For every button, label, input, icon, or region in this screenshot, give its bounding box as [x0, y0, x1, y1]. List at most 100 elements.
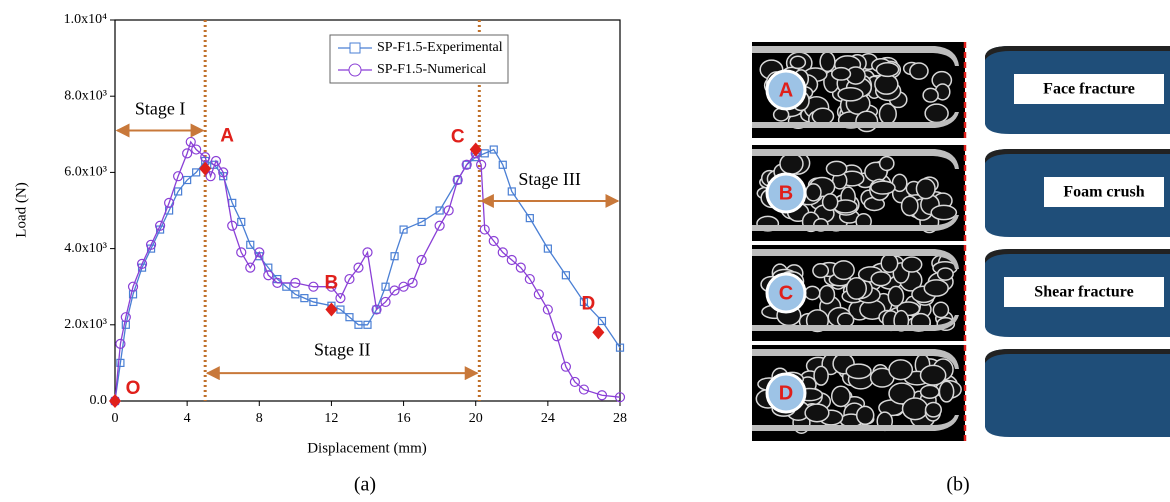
caption: (a): [354, 474, 376, 496]
foam-cell: [813, 365, 829, 386]
foam-cell: [832, 260, 855, 281]
foam-cell: [845, 276, 868, 300]
foam-cell: [825, 160, 848, 177]
x-axis-label: Displacement (mm): [307, 440, 427, 456]
data-point: [115, 338, 126, 349]
model-skin: [985, 349, 1170, 363]
y-axis-label: Load (N): [13, 182, 29, 237]
foam-cell: [936, 267, 954, 281]
data-point: [326, 281, 337, 292]
data-point: [205, 171, 216, 182]
data-point: [497, 247, 508, 258]
legend-marker: [348, 63, 362, 77]
key-point: [199, 161, 212, 176]
model-skin: [985, 46, 1170, 60]
foam-cell: [924, 401, 942, 418]
foam-cell: [836, 312, 855, 328]
data-point: [191, 144, 202, 155]
data-point: [154, 220, 166, 231]
foam-cell: [830, 385, 851, 408]
data-point: [480, 149, 489, 158]
stage-label: Stage I: [135, 99, 185, 119]
foam-cell: [837, 87, 864, 102]
face-sheet: [752, 415, 959, 431]
fracture-label-box: [1044, 177, 1164, 207]
row-letter: D: [779, 382, 793, 404]
caption: (b): [946, 474, 969, 496]
data-point: [569, 376, 581, 388]
row-letter: B: [779, 182, 793, 204]
foam-cell: [880, 253, 899, 274]
foam-cell: [805, 183, 822, 202]
x-tick-label: 24: [541, 411, 555, 426]
data-point: [389, 285, 400, 296]
data-point: [136, 258, 148, 269]
data-point: [245, 262, 256, 273]
data-point: [416, 254, 427, 266]
data-point: [381, 282, 390, 291]
key-point: [469, 142, 482, 157]
data-point: [183, 175, 192, 185]
key-point: [592, 325, 605, 340]
foam-cell: [812, 263, 830, 279]
y-tick-label: 2.0x10³: [64, 317, 107, 332]
y-tick-label: 1.0x10⁴: [64, 12, 108, 27]
data-point: [434, 220, 445, 231]
data-point: [542, 304, 553, 315]
foam-cell: [924, 103, 949, 124]
y-tick-label: 0.0: [90, 393, 108, 408]
foam-cell: [875, 61, 900, 78]
series-line: [114, 140, 621, 402]
data-point: [182, 148, 193, 159]
foam-cell: [888, 359, 914, 381]
y-tick-label: 4.0x10³: [64, 241, 107, 256]
x-tick-label: 28: [613, 411, 627, 426]
data-point: [335, 293, 346, 304]
x-tick-label: 20: [469, 411, 483, 426]
data-point: [290, 277, 301, 288]
face-sheet: [752, 46, 959, 66]
foam-cell: [870, 271, 892, 287]
legend-label: SP-F1.5-Experimental: [377, 40, 503, 55]
foam-cell: [901, 256, 923, 273]
data-point: [597, 316, 607, 326]
data-point: [300, 294, 309, 303]
foam-cell: [938, 380, 955, 403]
data-point: [543, 244, 552, 253]
fracture-label-box: [1004, 277, 1164, 307]
data-point: [164, 197, 175, 208]
foam-cell: [811, 107, 835, 126]
data-point: [462, 160, 471, 169]
key-point-label: A: [220, 126, 234, 147]
face-sheet: [752, 349, 959, 369]
data-point: [210, 155, 222, 167]
fracture-label: Face fracture: [1043, 81, 1135, 98]
data-point: [479, 224, 490, 235]
foam-cell: [870, 180, 896, 195]
data-point: [488, 235, 499, 247]
row-badge: [765, 272, 807, 314]
x-tick-label: 16: [397, 411, 411, 426]
y-tick-label: 8.0x10³: [64, 88, 107, 103]
legend-label: SP-F1.5-Numerical: [377, 62, 486, 77]
data-point: [362, 247, 373, 258]
face-sheet: [752, 149, 959, 169]
fracture-label: Foam crush: [1063, 184, 1144, 201]
foam-cell: [819, 51, 836, 73]
foam-cell: [900, 195, 919, 217]
row-letter: C: [779, 282, 793, 304]
data-point: [498, 160, 507, 169]
data-point: [515, 262, 526, 273]
foam-cell: [804, 403, 830, 423]
key-point-label: D: [581, 293, 595, 314]
foam-cell: [919, 364, 947, 386]
data-point: [551, 331, 562, 342]
y-tick-label: 6.0x10³: [64, 165, 107, 180]
data-point: [461, 159, 472, 170]
foam-cell: [831, 66, 852, 81]
key-point: [325, 302, 338, 317]
data-point: [353, 262, 364, 273]
data-point: [476, 159, 487, 170]
data-point: [291, 290, 300, 299]
data-point: [174, 187, 183, 196]
